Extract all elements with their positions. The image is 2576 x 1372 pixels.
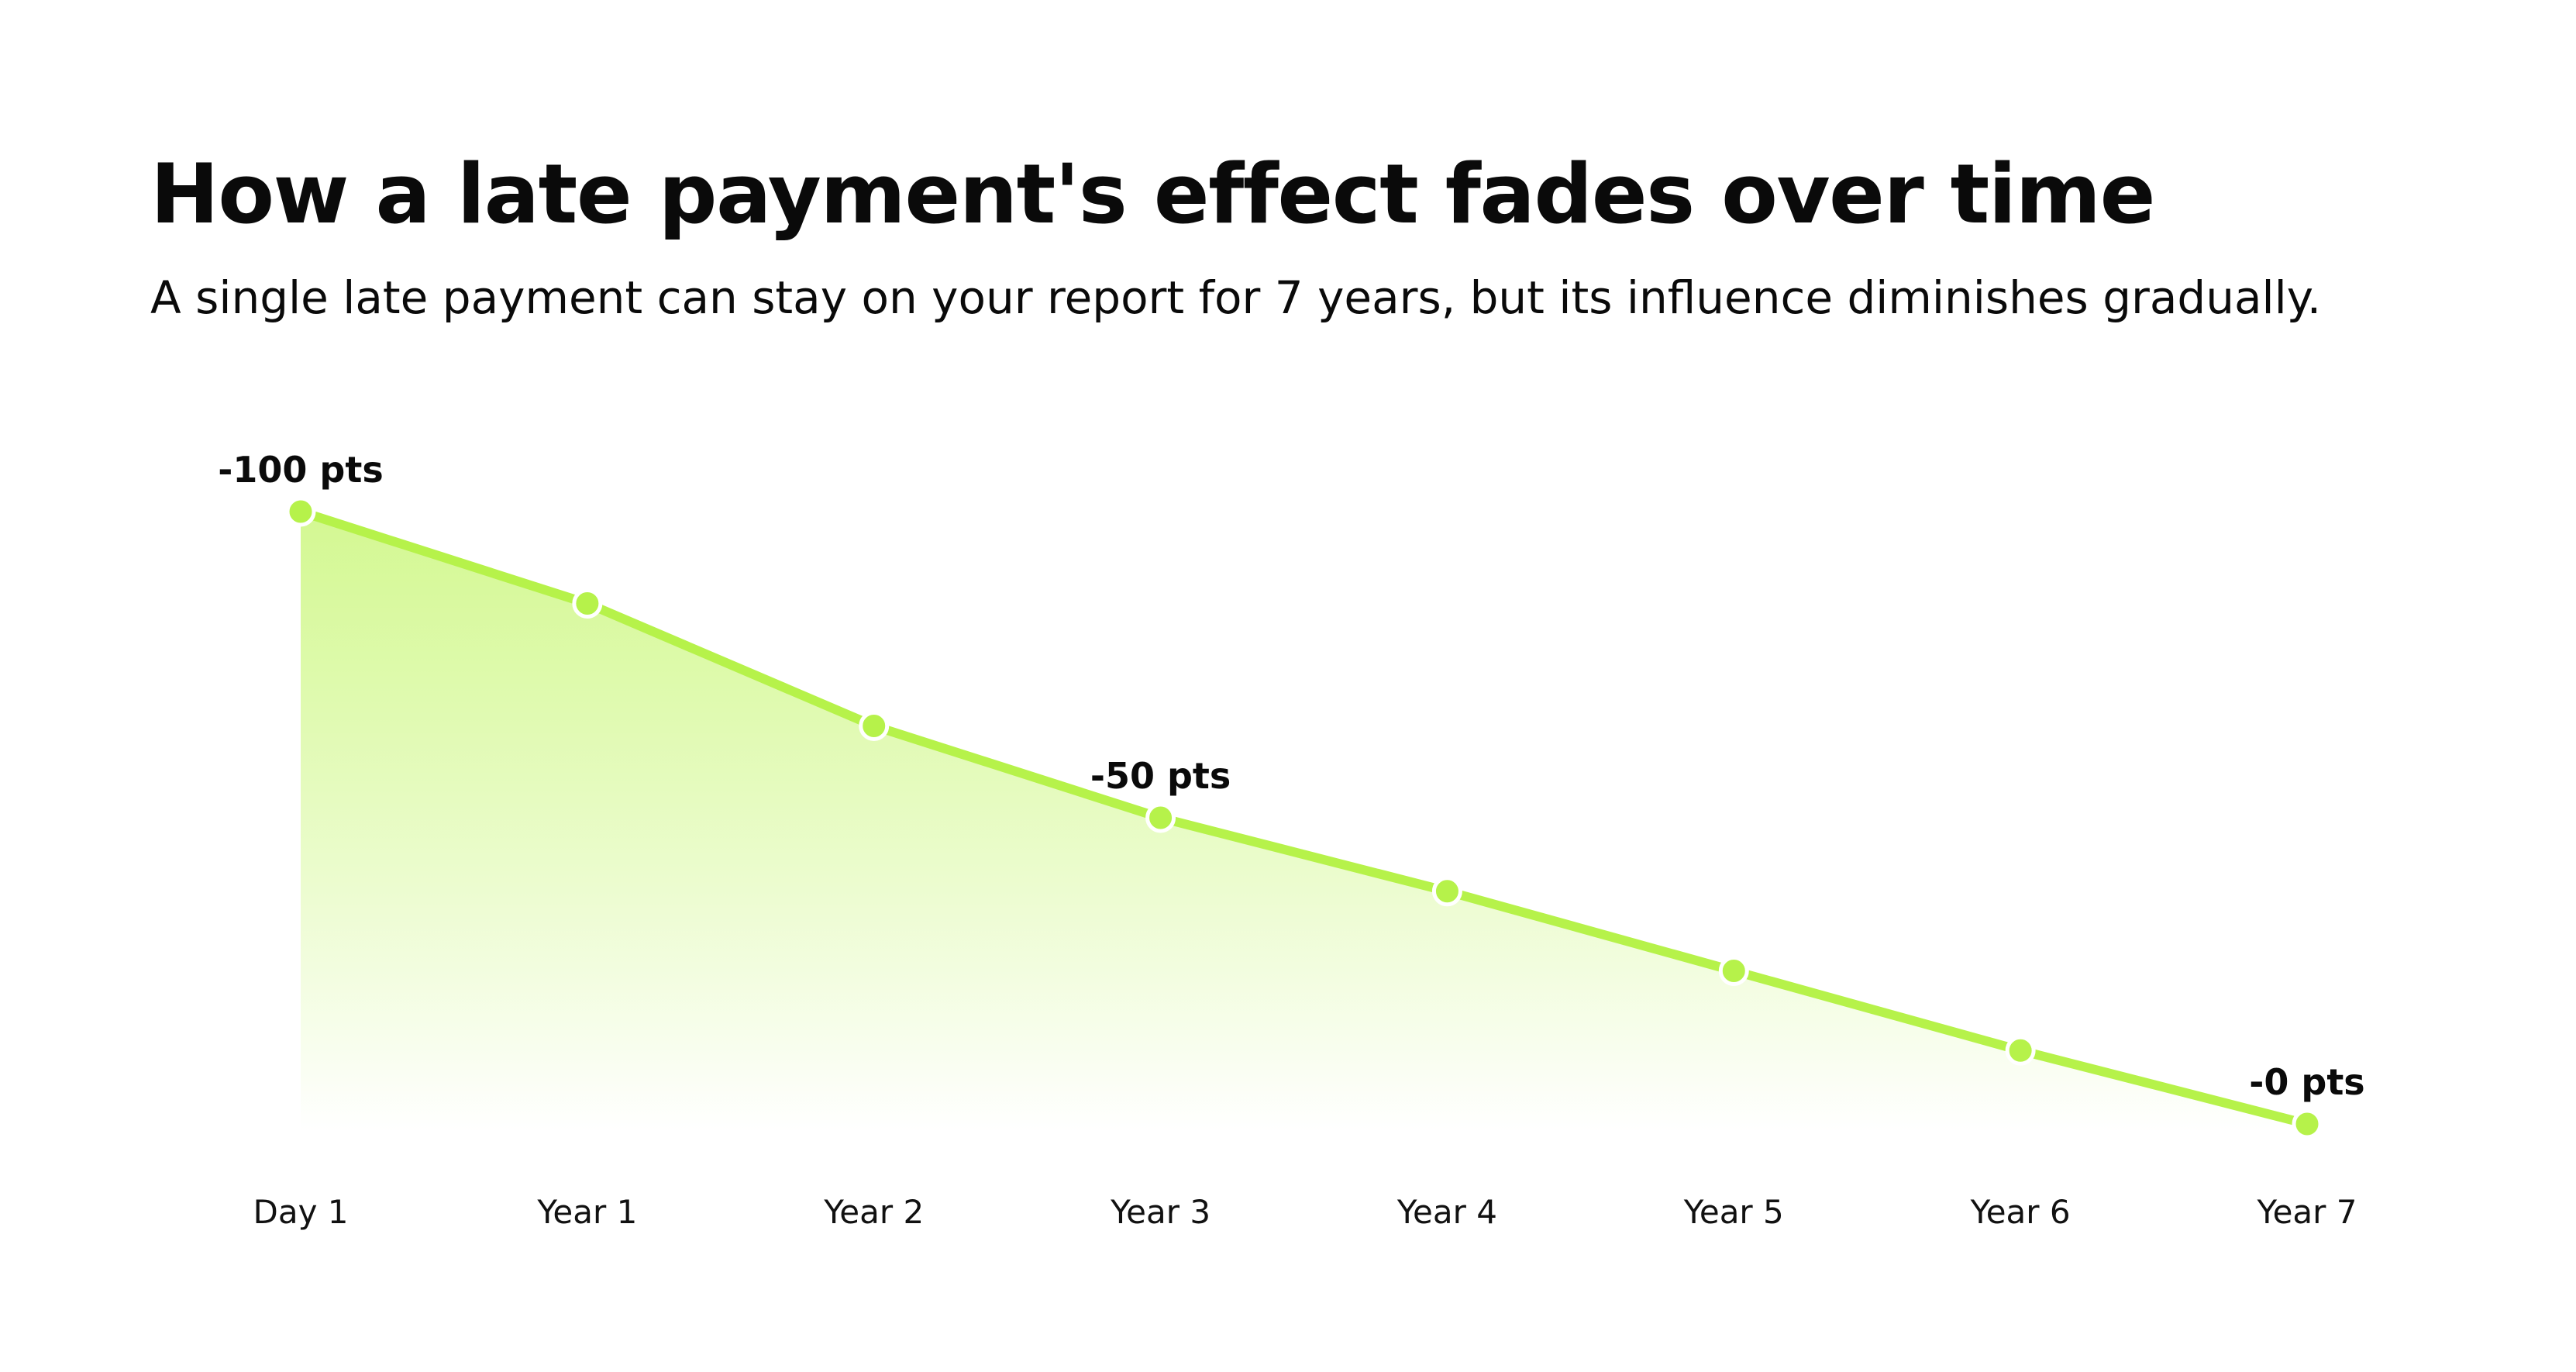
x-tick-label: Year 5 xyxy=(1683,1193,1784,1231)
data-point-year-6[interactable] xyxy=(2005,1035,2036,1066)
x-tick-label: Year 4 xyxy=(1396,1193,1497,1231)
data-point-day-1[interactable] xyxy=(285,496,316,527)
data-point-year-5[interactable] xyxy=(1718,956,1749,986)
x-tick-label: Year 6 xyxy=(1970,1193,2071,1231)
chart-subtitle: A single late payment can stay on your r… xyxy=(150,271,2322,324)
area-fill xyxy=(301,512,2307,1132)
data-point-year-1[interactable] xyxy=(572,588,603,619)
data-point-year-3[interactable] xyxy=(1145,802,1176,833)
series-line xyxy=(296,507,2312,1129)
data-point-year-2[interactable] xyxy=(859,711,890,741)
data-label: -50 pts xyxy=(1090,755,1231,797)
x-tick-label: Day 1 xyxy=(253,1193,348,1231)
x-tick-label: Year 2 xyxy=(823,1193,924,1231)
data-point-year-4[interactable] xyxy=(1431,876,1462,907)
x-tick-label: Year 7 xyxy=(2257,1193,2357,1231)
x-tick-label: Year 3 xyxy=(1110,1193,1211,1231)
x-tick-label: Year 1 xyxy=(536,1193,637,1231)
data-label: -100 pts xyxy=(218,449,383,491)
chart-title: How a late payment's effect fades over t… xyxy=(150,147,2155,242)
data-label: -0 pts xyxy=(2249,1061,2364,1103)
data-point-year-7[interactable] xyxy=(2292,1108,2323,1139)
